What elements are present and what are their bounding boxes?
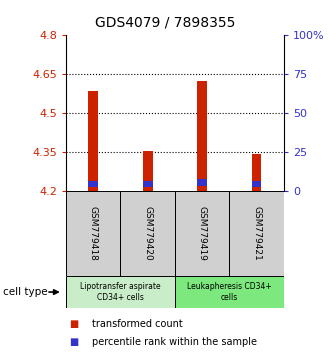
Text: transformed count: transformed count	[92, 319, 183, 329]
Bar	[88, 181, 98, 187]
Bar	[197, 179, 207, 186]
Bar	[197, 81, 207, 191]
Bar	[252, 154, 261, 191]
Text: GSM779418: GSM779418	[89, 206, 98, 261]
Text: GDS4079 / 7898355: GDS4079 / 7898355	[95, 16, 235, 30]
Text: GSM779420: GSM779420	[143, 206, 152, 261]
Text: GSM779421: GSM779421	[252, 206, 261, 261]
Bar	[252, 181, 261, 187]
Bar	[143, 181, 152, 187]
Bar	[143, 151, 152, 191]
Text: GSM779419: GSM779419	[198, 206, 207, 261]
Text: cell type: cell type	[3, 287, 48, 297]
Bar	[66, 276, 175, 308]
Text: Lipotransfer aspirate
CD34+ cells: Lipotransfer aspirate CD34+ cells	[80, 282, 161, 302]
Bar	[175, 191, 229, 276]
Text: ■: ■	[69, 319, 79, 329]
Text: Leukapheresis CD34+
cells: Leukapheresis CD34+ cells	[187, 282, 272, 302]
Bar	[175, 276, 284, 308]
Bar	[66, 191, 120, 276]
Text: ■: ■	[69, 337, 79, 347]
Bar	[88, 91, 98, 191]
Bar	[229, 191, 284, 276]
Text: percentile rank within the sample: percentile rank within the sample	[92, 337, 257, 347]
Bar	[120, 191, 175, 276]
